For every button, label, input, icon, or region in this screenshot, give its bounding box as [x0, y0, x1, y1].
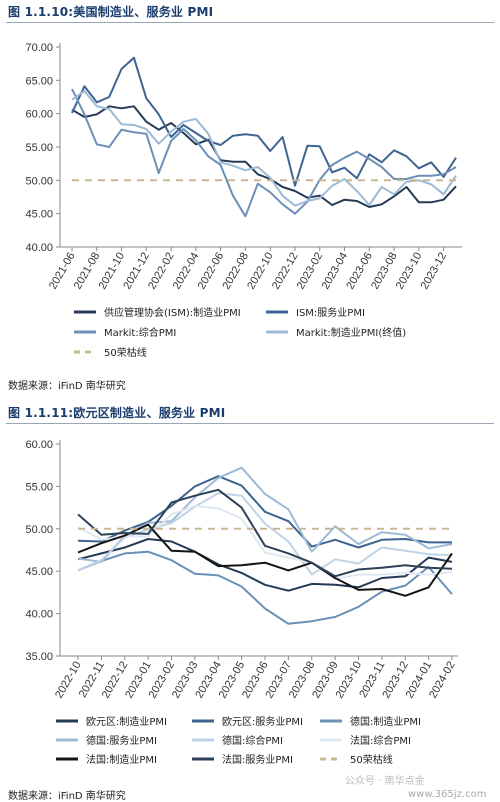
series-line-5 [77, 504, 453, 580]
legend-label: 供应管理协会(ISM):制造业PMI [104, 306, 241, 319]
series-line-1 [77, 475, 452, 549]
legend-label: Markit:综合PMI [104, 326, 176, 339]
series-line-2 [77, 550, 453, 625]
legend-label: 欧元区:制造业PMI [86, 715, 167, 728]
series-line-0 [71, 105, 457, 208]
legend-label: 德国:综合PMI [222, 734, 283, 747]
figure1-source: 数据来源：iFinD 南华研究 [8, 381, 126, 392]
figure1-title: 图 1.1.10:美国制造业、服务业 PMI [8, 5, 214, 19]
series-line-4 [77, 492, 453, 576]
y-tick-label: 35.00 [25, 651, 53, 663]
figure2-source: 数据来源：iFinD 南华研究 [8, 791, 126, 802]
watermark-account: 公众号 · 南华点金 [345, 776, 425, 787]
legend-label: 德国:服务业PMI [86, 734, 157, 747]
series-line-6 [77, 523, 453, 597]
y-tick-label: 70.00 [25, 42, 53, 54]
y-tick-label: 40.00 [25, 609, 53, 621]
figure2-title-rule [6, 423, 494, 424]
legend-label: 法国:制造业PMI [86, 753, 157, 766]
y-tick-label: 45.00 [25, 566, 53, 578]
series-line-0 [77, 538, 453, 592]
series-line-7 [77, 488, 453, 578]
series-line-2 [71, 88, 457, 218]
y-tick-label: 55.00 [25, 481, 53, 493]
legend-label: 法国:综合PMI [350, 734, 411, 747]
y-tick-label: 40.00 [25, 242, 53, 254]
y-tick-label: 65.00 [25, 75, 53, 87]
legend-label: 欧元区:服务业PMI [222, 715, 303, 728]
legend-label: ISM:服务业PMI [296, 306, 365, 319]
series-line-3 [77, 466, 453, 563]
figure2-title: 图 1.1.11:欧元区制造业、服务业 PMI [8, 406, 226, 420]
series-line-3 [71, 90, 457, 207]
legend-label: 法国:服务业PMI [222, 753, 293, 766]
legend-label: 德国:制造业PMI [350, 715, 421, 728]
legend-label: Markit:制造业PMI(终值) [296, 326, 406, 339]
y-tick-label: 50.00 [25, 524, 53, 536]
watermark-site: www.365jz.com [408, 789, 487, 800]
eurozone-pmi-chart: 35.0040.0045.0050.0055.0060.002022-10202… [25, 439, 458, 766]
us-pmi-chart: 40.0045.0050.0055.0060.0065.0070.002021-… [25, 42, 462, 359]
y-tick-label: 60.00 [25, 109, 53, 121]
legend-label: 50荣枯线 [104, 346, 147, 359]
y-tick-label: 45.00 [25, 209, 53, 221]
series-line-1 [71, 56, 457, 187]
y-tick-label: 60.00 [25, 439, 53, 451]
y-tick-label: 50.00 [25, 175, 53, 187]
figure1-title-rule [6, 22, 494, 23]
y-tick-label: 55.00 [25, 142, 53, 154]
legend-label: 50荣枯线 [350, 753, 393, 766]
